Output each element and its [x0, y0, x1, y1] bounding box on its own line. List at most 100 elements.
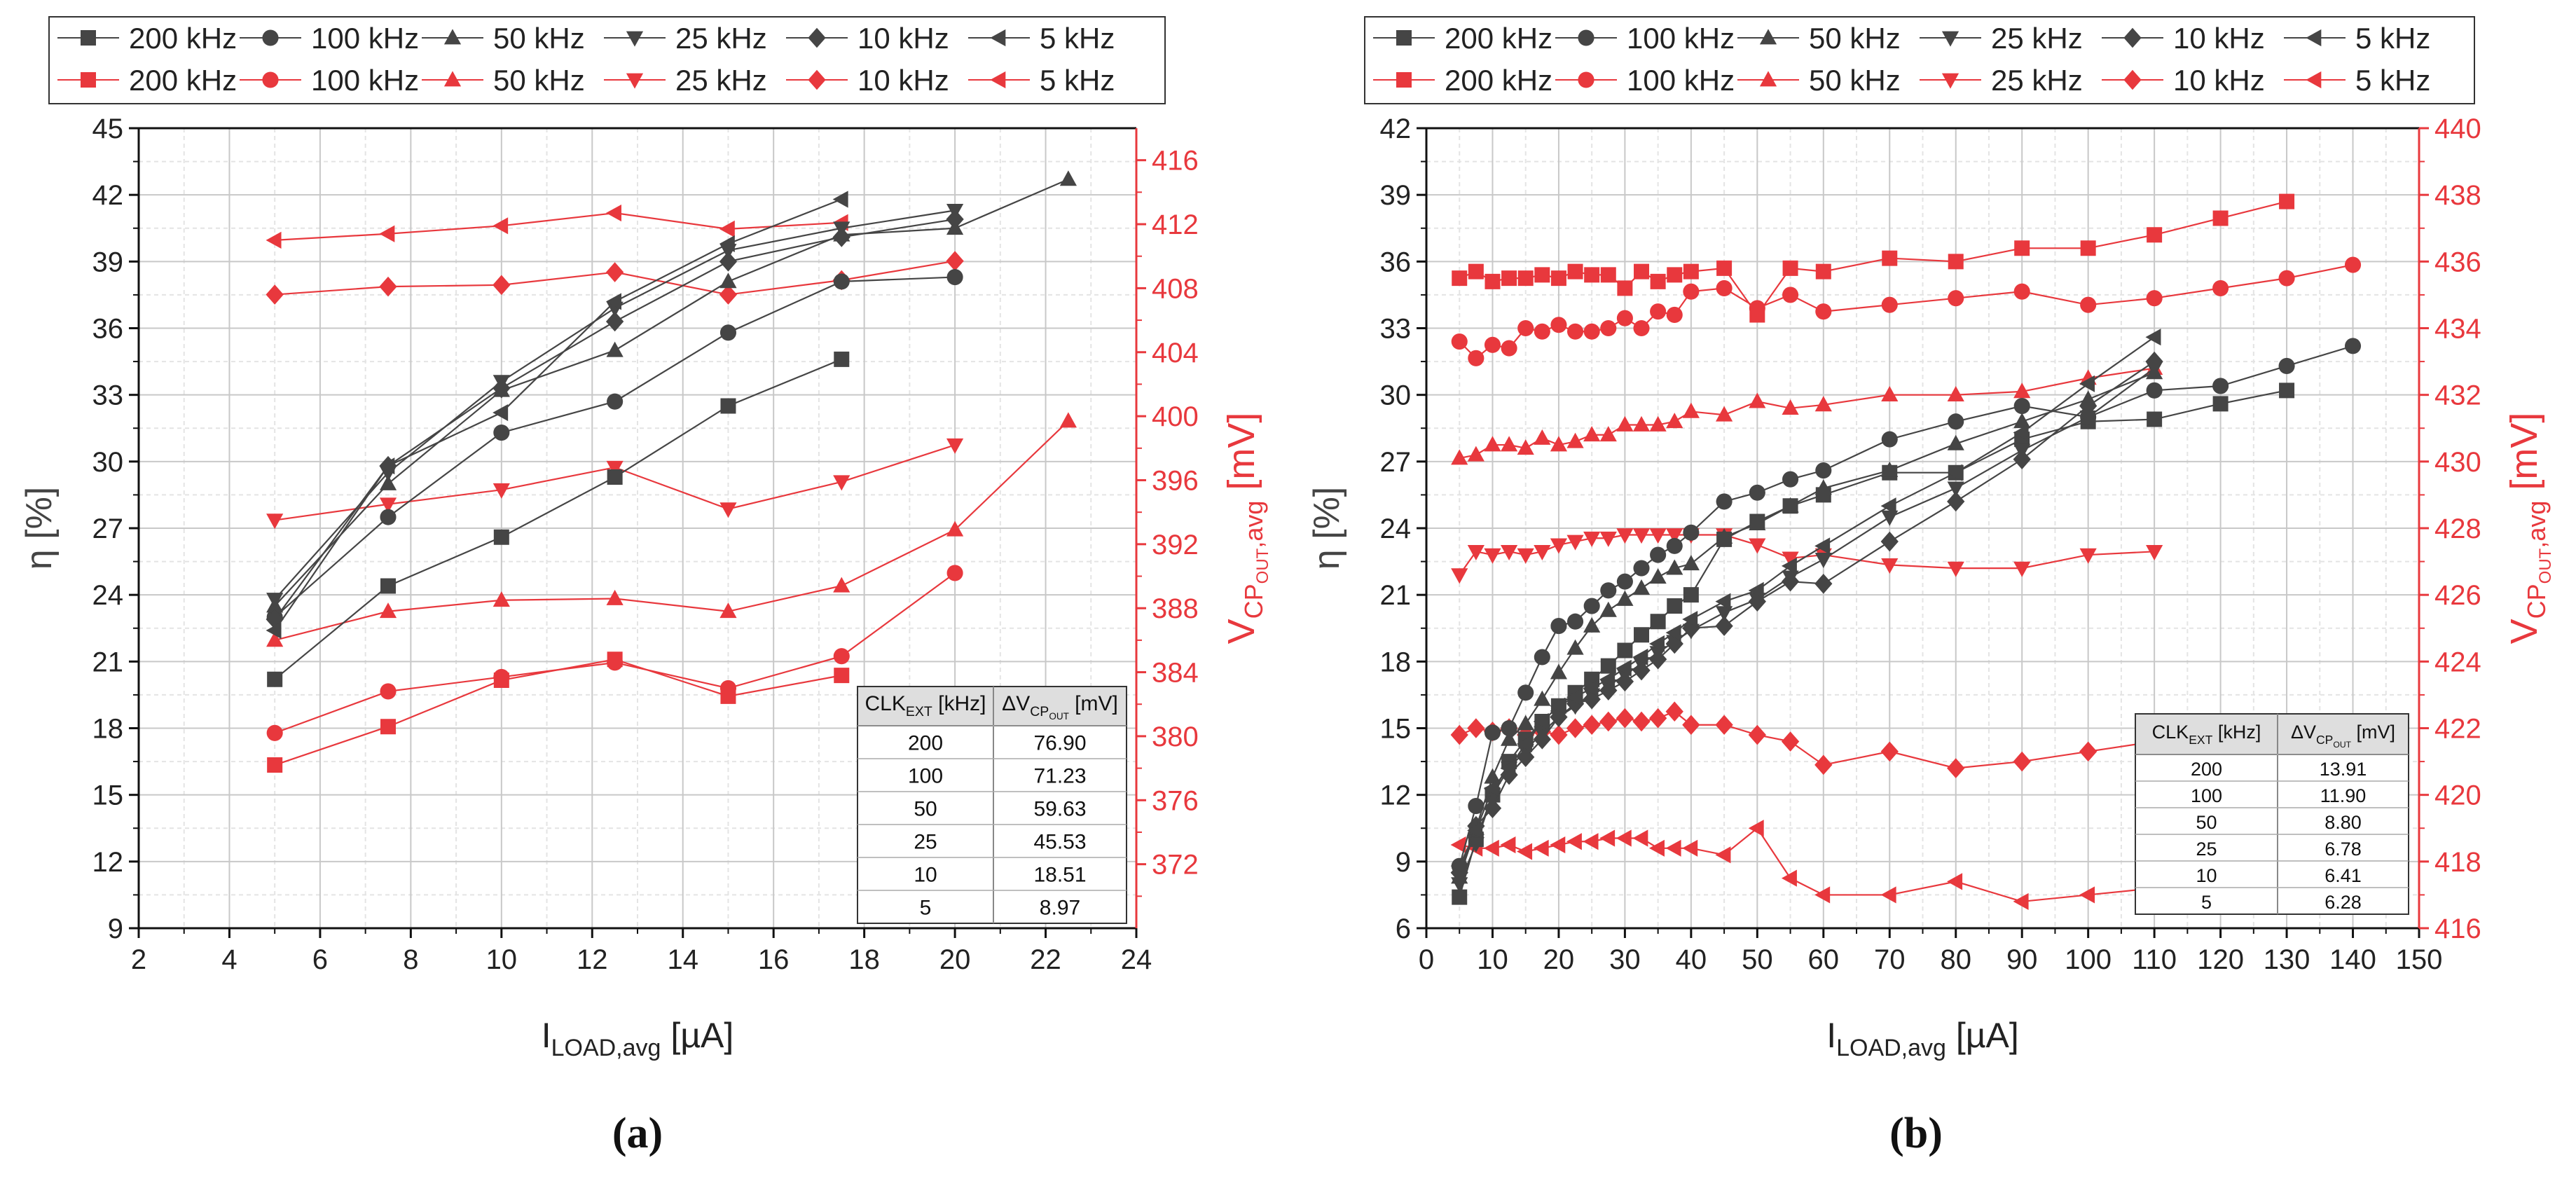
- efficiency-point: [1534, 649, 1550, 666]
- efficiency-series-200-khz: [267, 351, 850, 687]
- table-cell-dv: 71.23: [1033, 765, 1086, 788]
- voltage-line: [274, 659, 842, 766]
- efficiency-point: [1781, 557, 1797, 575]
- efficiency-point: [2279, 382, 2295, 399]
- voltage-point: [1467, 544, 1485, 560]
- legend-label: 200 kHz: [1445, 22, 1552, 55]
- voltage-point: [833, 577, 850, 593]
- efficiency-point: [1501, 719, 1517, 737]
- efficiency-point: [1781, 571, 1800, 592]
- voltage-point: [1814, 396, 1832, 412]
- voltage-point: [1716, 280, 1733, 296]
- legend-marker: [1759, 29, 1777, 45]
- efficiency-point: [1682, 555, 1700, 571]
- voltage-point: [266, 631, 284, 647]
- voltage-point: [719, 220, 735, 237]
- efficiency-point: [1649, 568, 1667, 584]
- legend-label: 10 kHz: [857, 64, 949, 97]
- efficiency-point: [1666, 559, 1683, 575]
- y2-tick-label: 440: [2434, 113, 2481, 144]
- efficiency-point: [2079, 396, 2098, 416]
- voltage-point: [1583, 833, 1599, 850]
- x-tick-label: 70: [1874, 944, 1906, 975]
- legend-label: 200 kHz: [129, 22, 237, 55]
- table-cell-clk: 200: [908, 732, 943, 755]
- efficiency-point: [1500, 730, 1518, 746]
- voltage-series-5-khz: [1450, 820, 2161, 911]
- efficiency-point: [493, 404, 509, 422]
- voltage-point: [493, 217, 509, 235]
- x-tick-label: 10: [1477, 944, 1508, 975]
- voltage-line: [1459, 367, 2155, 460]
- table-cell-dv: 11.90: [2320, 785, 2367, 806]
- label-part: LOAD,avg: [551, 1035, 661, 1061]
- voltage-point: [2344, 256, 2362, 273]
- legend-marker: [443, 29, 462, 45]
- table-header-dv: ΔVCPOUT [mV]: [1002, 692, 1118, 722]
- y-tick-label: 33: [1380, 314, 1412, 345]
- x-tick-label: 80: [1940, 944, 1971, 975]
- legend-marker: [2306, 29, 2322, 47]
- y2-tick-label: 416: [2434, 913, 2481, 944]
- y-tick-label: 21: [92, 647, 124, 677]
- efficiency-point: [607, 469, 623, 485]
- legend-box: [48, 16, 1166, 104]
- voltage-point: [1947, 561, 1964, 577]
- efficiency-series-100-khz: [1451, 338, 2362, 874]
- efficiency-point: [2146, 382, 2163, 399]
- y-tick-label: 30: [1380, 380, 1412, 411]
- table-cell-dv: 18.51: [1033, 864, 1086, 887]
- y2-tick-label: 432: [2434, 380, 2481, 411]
- x-tick-label: 4: [221, 944, 237, 975]
- efficiency-point: [1749, 484, 1765, 501]
- y-tick-label: 33: [92, 380, 124, 411]
- efficiency-point: [1533, 712, 1549, 731]
- label-part: [mV]: [2503, 413, 2545, 501]
- voltage-point: [1683, 263, 1699, 280]
- label-part: CP: [2522, 584, 2551, 619]
- inset-table: CLKEXT [kHz] ΔVCPOUT [mV] 200 76.90 100 71.23…: [857, 686, 1127, 924]
- voltage-point: [1533, 839, 1549, 857]
- voltage-point: [1648, 839, 1665, 857]
- voltage-point: [1450, 724, 1468, 745]
- table-cell-clk: 5: [920, 897, 932, 920]
- grid: [138, 127, 1137, 929]
- x-tick-label: 6: [312, 944, 328, 975]
- legend-label: 50 kHz: [1809, 64, 1901, 97]
- efficiency-point: [1452, 889, 1468, 905]
- efficiency-point: [1484, 768, 1501, 784]
- y-tick-label: 21: [1380, 580, 1412, 611]
- label-part: LOAD,avg: [1836, 1035, 1946, 1061]
- label-part: EXT: [2189, 733, 2212, 747]
- table-cell-dv: 13.91: [2320, 759, 2367, 780]
- voltage-point: [2146, 544, 2163, 560]
- efficiency-point: [1749, 515, 1766, 531]
- voltage-point: [1566, 833, 1582, 850]
- efficiency-point: [380, 509, 397, 525]
- x-tick-label: 2: [131, 944, 146, 975]
- voltage-point: [946, 438, 964, 454]
- efficiency-point: [1715, 593, 1731, 610]
- voltage-point: [606, 589, 624, 605]
- voltage-point: [1584, 267, 1600, 283]
- voltage-point: [2212, 210, 2229, 226]
- y-tick-label: 18: [92, 714, 124, 745]
- table-cell-dv: 76.90: [1033, 732, 1086, 755]
- voltage-point: [379, 497, 397, 513]
- voltage-point: [1567, 263, 1583, 280]
- y-tick-label: 15: [1380, 714, 1412, 745]
- efficiency-point: [1716, 606, 1733, 622]
- voltage-point: [607, 654, 624, 671]
- efficiency-point: [1666, 537, 1683, 554]
- label-part: CLK: [865, 692, 906, 715]
- voltage-point: [1650, 303, 1667, 320]
- efficiency-point: [1567, 613, 1584, 630]
- legend-label: 200 kHz: [1445, 64, 1552, 97]
- legend-marker: [2306, 71, 2322, 89]
- legend-label: 50 kHz: [493, 64, 585, 97]
- efficiency-point: [2344, 338, 2362, 354]
- voltage-point: [266, 231, 282, 249]
- voltage-series-25-khz: [266, 438, 964, 530]
- panel-label: (a): [612, 1110, 663, 1157]
- voltage-point: [380, 683, 397, 700]
